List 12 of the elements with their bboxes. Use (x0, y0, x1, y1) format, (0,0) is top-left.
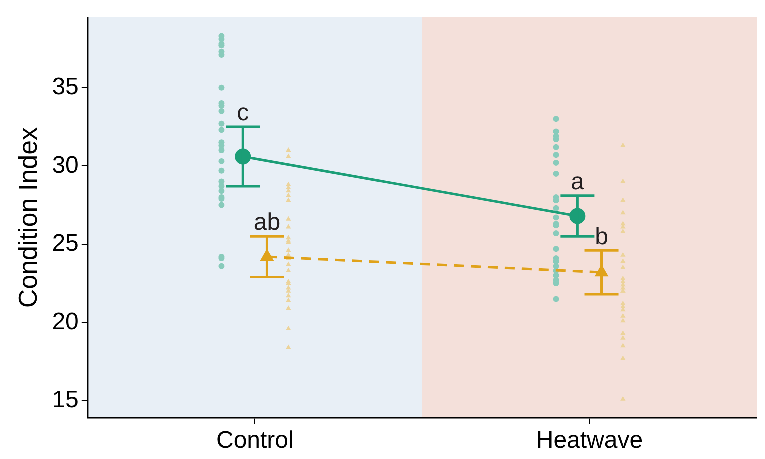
x-tick-label: Heatwave (536, 427, 644, 454)
annotation: ab (254, 209, 281, 236)
annotation: a (571, 168, 585, 196)
y-tick-label: 25 (52, 230, 79, 258)
y-tick-label: 20 (52, 308, 79, 336)
y-tick-label: 30 (52, 152, 79, 179)
x-tick-label: Control (216, 427, 294, 454)
y-tick-label: 15 (52, 386, 79, 414)
y-tick-label: 35 (52, 73, 79, 100)
y-axis-title: Condition Index (12, 127, 43, 308)
annotation: b (595, 223, 608, 250)
annotation: c (237, 100, 250, 127)
